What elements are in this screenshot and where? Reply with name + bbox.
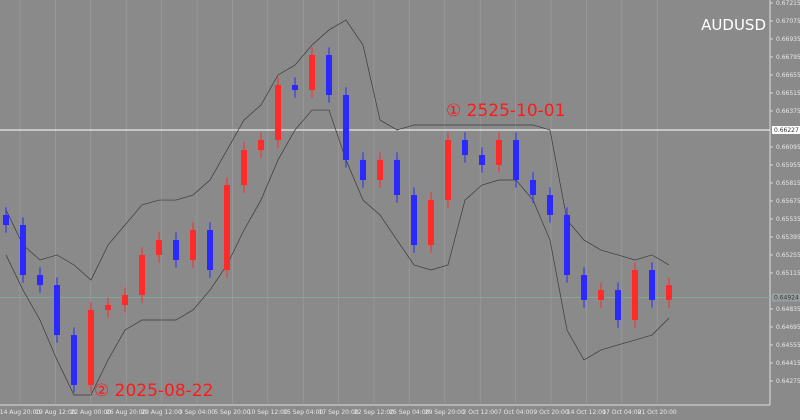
candle-body	[343, 95, 349, 160]
candle-body	[326, 55, 332, 96]
candle-body	[88, 309, 94, 385]
x-tick-label: 22 Sep 12:00	[354, 409, 394, 416]
price-label: 0.66227	[774, 127, 799, 134]
y-tick-label: 0.65815	[776, 180, 800, 187]
candle-body	[666, 285, 672, 300]
y-tick-label: 0.65395	[776, 234, 800, 241]
candle-body	[547, 195, 553, 215]
x-tick-label: 14 Oct 12:00	[567, 409, 606, 416]
candle-body	[190, 230, 196, 260]
candle-body	[54, 285, 60, 336]
candle-body	[615, 290, 621, 321]
x-tick-label: 14 Aug 20:00	[0, 409, 40, 416]
candle-body	[292, 84, 298, 90]
candle-body	[122, 295, 128, 305]
x-tick-label: 29 Sep 20:00	[425, 409, 465, 416]
y-tick-label: 0.65955	[776, 162, 800, 169]
candle-body	[173, 240, 179, 260]
x-tick-label: 22 Aug 00:00	[71, 409, 112, 416]
candle-body	[224, 185, 230, 270]
x-tick-label: 17 Oct 04:00	[602, 409, 641, 416]
x-tick-label: 21 Oct 20:00	[638, 409, 677, 416]
x-tick-label: 3 Sep 04:00	[179, 409, 215, 416]
bollinger-band	[5, 109, 670, 396]
candle-body	[428, 200, 434, 246]
price-label: 0.64924	[774, 295, 799, 302]
candle-body	[37, 275, 43, 286]
x-tick-label: 5 Sep 20:00	[214, 409, 250, 416]
candle-body	[530, 180, 536, 196]
candle-body	[360, 159, 366, 180]
y-tick-label: 0.66515	[776, 90, 800, 97]
candle-body	[105, 304, 111, 310]
y-tick-label: 0.65255	[776, 252, 800, 259]
y-tick-label: 0.66935	[776, 36, 800, 43]
candle-body	[71, 335, 77, 385]
y-tick-label: 0.64835	[776, 306, 800, 313]
candle-body	[275, 84, 281, 141]
candle-body	[632, 270, 638, 321]
candle-body	[394, 159, 400, 196]
candle-body	[445, 140, 451, 201]
y-tick-label: 0.64555	[776, 342, 800, 349]
y-tick-label: 0.66375	[776, 108, 800, 115]
candle-body	[3, 214, 9, 225]
candle-body	[139, 254, 145, 296]
candle-body	[156, 240, 162, 255]
x-tick-label: 19 Aug 12:00	[35, 409, 76, 416]
y-tick-label: 0.65115	[776, 270, 800, 277]
candle-body	[241, 150, 247, 186]
y-tick-label: 0.66655	[776, 72, 800, 79]
price-label-box	[772, 293, 800, 302]
symbol: AUDUSD	[701, 16, 766, 34]
candle-body	[649, 270, 655, 300]
x-tick-label: 29 Aug 12:00	[141, 409, 182, 416]
y-tick-label: 0.64695	[776, 324, 800, 331]
candle-body	[20, 225, 26, 276]
y-tick-label: 0.67075	[776, 18, 800, 25]
y-tick-label: 0.65535	[776, 216, 800, 223]
annotation: ① 2525-10-01	[446, 101, 565, 121]
y-tick-label: 0.66795	[776, 54, 800, 61]
candle-body	[258, 140, 264, 151]
candle-body	[564, 214, 570, 276]
candle-body	[598, 290, 604, 300]
x-tick-label: 25 Sep 04:00	[389, 409, 429, 416]
x-tick-label: 15 Sep 04:00	[283, 409, 323, 416]
x-tick-label: 26 Aug 20:00	[106, 409, 147, 416]
candle-body	[581, 275, 587, 300]
x-tick-label: 9 Oct 20:00	[533, 409, 568, 416]
y-tick-label: 0.65675	[776, 198, 800, 205]
candle-body	[309, 55, 315, 90]
candle-body	[496, 140, 502, 165]
y-tick-label: 0.66095	[776, 144, 800, 151]
x-tick-label: 2 Oct 12:00	[463, 409, 498, 416]
x-tick-label: 7 Oct 04:00	[498, 409, 533, 416]
candle-body	[462, 140, 468, 156]
x-tick-label: 10 Sep 12:00	[248, 409, 288, 416]
candle-body	[411, 195, 417, 246]
y-tick-label: 0.67215	[776, 0, 800, 7]
y-tick-label: 0.64275	[776, 378, 800, 385]
y-tick-label: 0.64415	[776, 360, 800, 367]
x-tick-label: 17 Sep 20:00	[319, 409, 359, 416]
candle-body	[479, 155, 485, 165]
bollinger-band	[5, 19, 670, 281]
price-label-box	[772, 125, 800, 134]
candle-body	[513, 140, 519, 180]
candle-body	[377, 159, 383, 180]
candle-body	[207, 230, 213, 270]
annotation: ② 2025-08-22	[94, 381, 213, 401]
